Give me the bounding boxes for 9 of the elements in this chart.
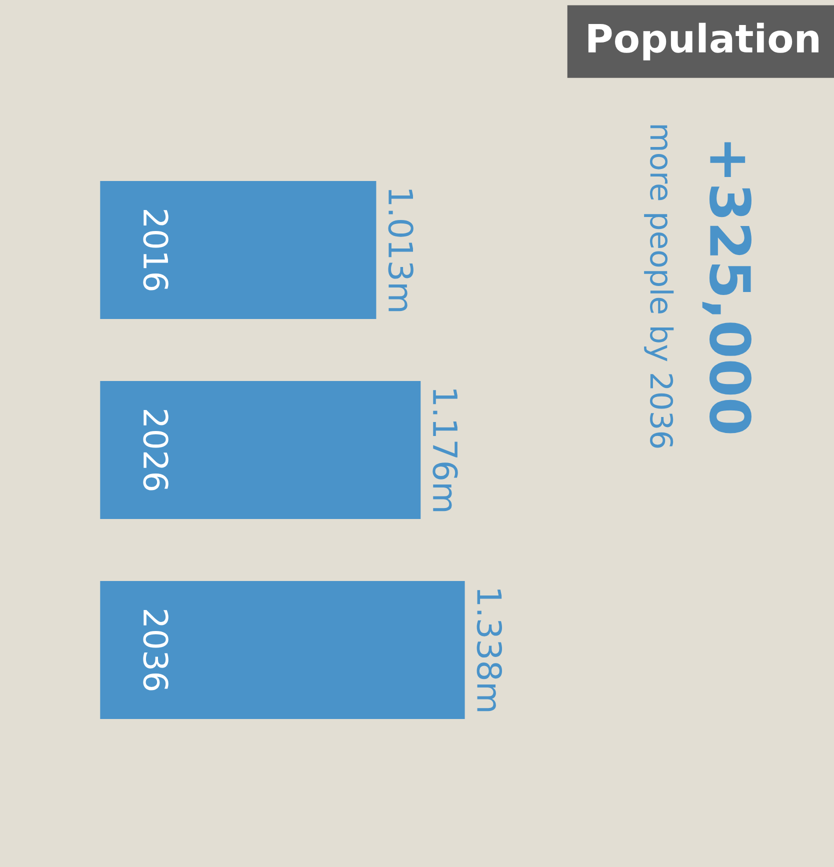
y-tick-label: 2016 <box>143 210 168 290</box>
text: more people by 2036 <box>644 125 674 448</box>
text: Population <box>588 22 818 60</box>
data-label: 1.176m <box>432 390 458 512</box>
text: +325,000 <box>702 142 752 434</box>
data-label: 1.338m <box>476 590 502 712</box>
y-tick-label: 2036 <box>143 610 168 690</box>
y-tick-label: 2026 <box>143 410 168 490</box>
data-label: 1.013m <box>388 190 414 312</box>
